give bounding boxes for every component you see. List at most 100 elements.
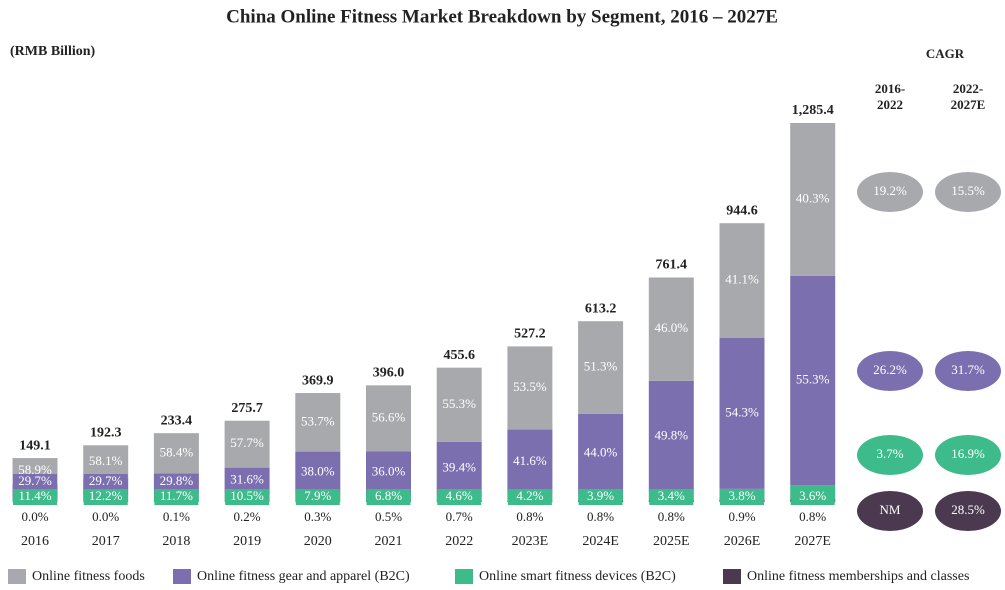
label-box: [83, 489, 128, 505]
label-box: [225, 489, 270, 505]
value-label: 46.0%: [655, 320, 689, 335]
bar-segment: [366, 451, 411, 494]
cagr-oval: [935, 351, 1001, 391]
legend-label: Online fitness gear and apparel (B2C): [197, 569, 410, 584]
value-label: 0.8%: [658, 509, 685, 524]
bar-segment: [295, 451, 341, 494]
total-label: 527.2: [514, 327, 546, 342]
bar-segment: [578, 413, 624, 494]
cagr-oval: [857, 435, 923, 475]
value-label: 29.7%: [18, 473, 52, 488]
bar-segment: [648, 380, 694, 493]
value-label: 56.6%: [372, 409, 406, 424]
cagr-oval: [857, 172, 923, 212]
bar-segment: [295, 393, 341, 452]
value-label: 31.6%: [230, 471, 264, 486]
value-label: 29.7%: [89, 473, 123, 488]
bar-segment: [719, 337, 765, 489]
cagr-value: 26.2%: [873, 362, 907, 377]
value-label: 36.0%: [372, 463, 406, 478]
cagr-oval: [935, 172, 1001, 212]
label-box: [790, 489, 835, 505]
value-label: 0.8%: [516, 509, 543, 524]
total-label: 149.1: [19, 438, 51, 453]
bar-segment: [719, 223, 765, 338]
cagr-oval: [935, 491, 1001, 531]
x-tick-label: 2022: [445, 534, 473, 549]
total-label: 233.4: [161, 413, 193, 428]
value-label: 4.6%: [446, 488, 473, 503]
value-label: 10.5%: [230, 488, 264, 503]
label-box: [154, 489, 199, 505]
x-tick-label: 2018: [162, 534, 190, 549]
value-label: 12.2%: [89, 488, 123, 503]
label-box: [83, 474, 128, 490]
value-label: 41.1%: [725, 271, 759, 286]
total-label: 369.9: [302, 373, 334, 388]
total-label: 613.2: [585, 301, 617, 316]
value-label: 55.3%: [796, 372, 830, 387]
value-label: 58.1%: [89, 453, 123, 468]
cagr-oval: [857, 351, 923, 391]
x-tick-label: 2027E: [794, 534, 831, 549]
cagr-value: 15.5%: [951, 183, 985, 198]
cagr-value: 3.7%: [876, 446, 903, 461]
legend-label: Online fitness foods: [32, 569, 145, 584]
cagr-value: 28.5%: [951, 502, 985, 517]
bar-segment: [578, 321, 624, 414]
value-label: 0.1%: [163, 509, 190, 524]
value-label: 53.5%: [513, 379, 547, 394]
total-label: 761.4: [656, 258, 688, 273]
value-label: 54.3%: [725, 404, 759, 419]
value-label: 39.4%: [442, 459, 476, 474]
value-label: 0.9%: [728, 509, 755, 524]
cagr-title: CAGR: [926, 46, 965, 61]
total-label: 1,285.4: [792, 103, 834, 118]
value-label: 38.0%: [301, 463, 335, 478]
total-label: 192.3: [90, 426, 122, 441]
value-label: 0.2%: [234, 509, 261, 524]
bar-segment: [224, 420, 270, 468]
bar-segment: [153, 433, 199, 474]
value-label: 53.7%: [301, 413, 335, 428]
legend-swatch: [455, 569, 473, 584]
value-label: 3.4%: [658, 488, 685, 503]
bar-segment: [648, 277, 694, 381]
label-box: [295, 489, 340, 505]
x-tick-label: 2026E: [724, 534, 761, 549]
cagr-column-header: 2016-: [875, 81, 905, 96]
value-label: 3.9%: [587, 488, 614, 503]
value-label: 3.8%: [728, 488, 755, 503]
cagr-value: 31.7%: [951, 362, 985, 377]
label-box: [649, 489, 694, 505]
x-tick-label: 2017: [92, 534, 120, 549]
label-box: [720, 489, 764, 505]
bar-segment: [436, 441, 482, 495]
value-label: 0.0%: [92, 509, 119, 524]
cagr-column-header: 2022-: [953, 81, 983, 96]
cagr-value: 19.2%: [873, 183, 907, 198]
bar-segment: [790, 123, 836, 276]
label-box: [437, 489, 482, 505]
x-tick-label: 2020: [304, 534, 332, 549]
value-label: 7.9%: [304, 488, 331, 503]
legend-swatch: [723, 569, 741, 584]
total-label: 275.7: [231, 401, 263, 416]
value-label: 0.8%: [799, 509, 826, 524]
bar-segment: [436, 367, 482, 442]
total-label: 396.0: [373, 366, 405, 381]
cagr-value: 16.9%: [951, 446, 985, 461]
value-label: 40.3%: [796, 190, 830, 205]
value-label: 0.7%: [446, 509, 473, 524]
label-box: [154, 474, 199, 490]
value-label: 44.0%: [584, 445, 618, 460]
value-label: 58.9%: [18, 462, 52, 477]
legend-swatch: [8, 569, 26, 584]
legend-swatch: [173, 569, 191, 584]
value-label: 4.2%: [516, 488, 543, 503]
x-tick-label: 2024E: [582, 534, 619, 549]
x-tick-label: 2016: [21, 534, 49, 549]
value-label: 3.6%: [799, 488, 826, 503]
value-label: 41.6%: [513, 453, 547, 468]
value-label: 0.5%: [375, 509, 402, 524]
